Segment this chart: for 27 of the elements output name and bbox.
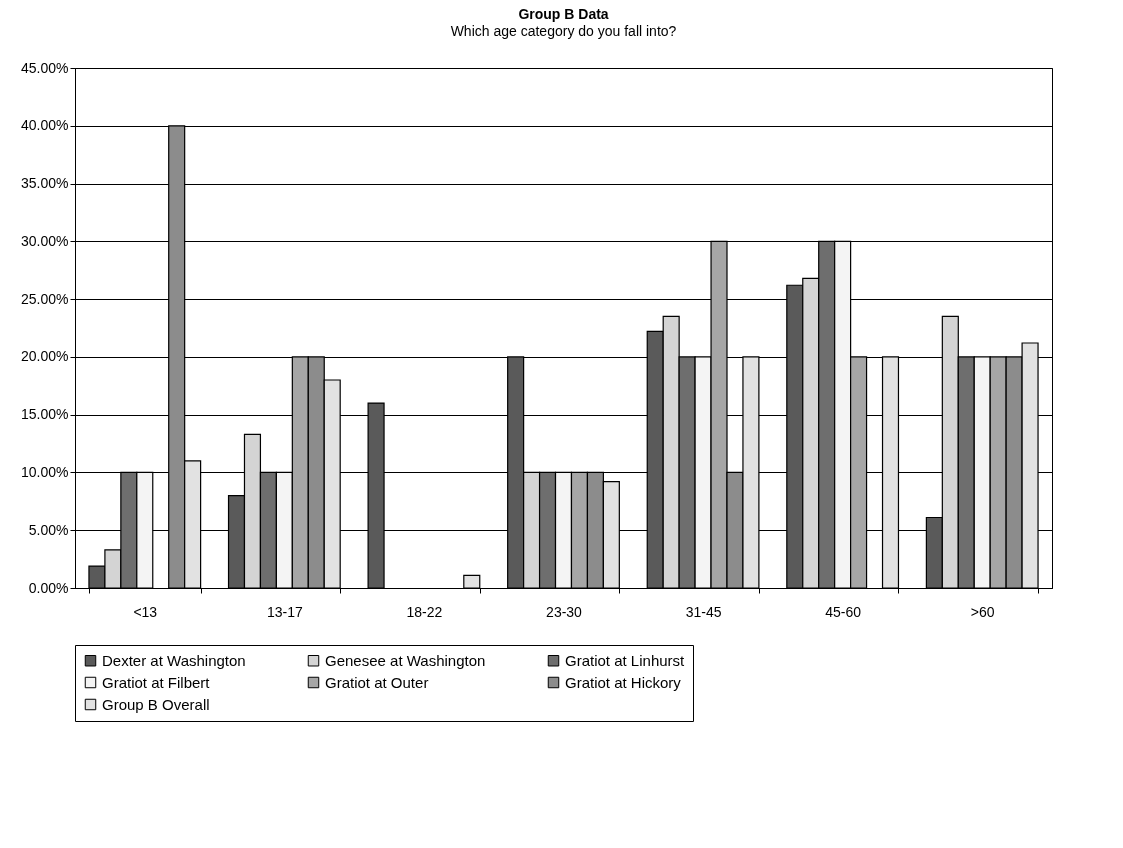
x-tick-label: 31-45	[685, 603, 722, 620]
legend-label: Gratiot at Linhurst	[565, 651, 686, 669]
legend-label: Group B Overall	[102, 695, 210, 713]
bar	[463, 574, 481, 589]
y-tick-label: 0.00%	[28, 579, 69, 596]
legend-label: Gratiot at Filbert	[102, 673, 211, 691]
x-tick-label: 13-17	[266, 603, 303, 620]
y-tick-label: 45.00%	[21, 59, 69, 76]
y-tick-label: 25.00%	[21, 290, 69, 307]
legend-label: Gratiot at Hickory	[565, 673, 682, 691]
y-tick-label: 15.00%	[21, 406, 69, 423]
x-tick-label: 45-60	[825, 603, 862, 620]
chart-title: Group B Data	[518, 6, 609, 22]
legend-label: Genesee at Washington	[325, 651, 486, 669]
x-tick-label: >60	[970, 603, 995, 620]
y-tick-label: 10.00%	[21, 463, 69, 480]
chart-subtitle: Which age category do you fall into?	[450, 23, 677, 39]
legend-label: Dexter at Washington	[102, 651, 246, 669]
y-tick-label: 30.00%	[21, 232, 69, 249]
x-tick-label: 18-22	[406, 603, 443, 620]
y-tick-label: 20.00%	[21, 348, 69, 365]
x-tick-label: 23-30	[546, 603, 583, 620]
legend-label: Gratiot at Outer	[325, 673, 429, 691]
y-tick-label: 5.00%	[28, 521, 69, 538]
y-tick-label: 40.00%	[21, 117, 69, 134]
y-tick-label: 35.00%	[21, 175, 69, 192]
x-tick-label: <13	[133, 603, 158, 620]
